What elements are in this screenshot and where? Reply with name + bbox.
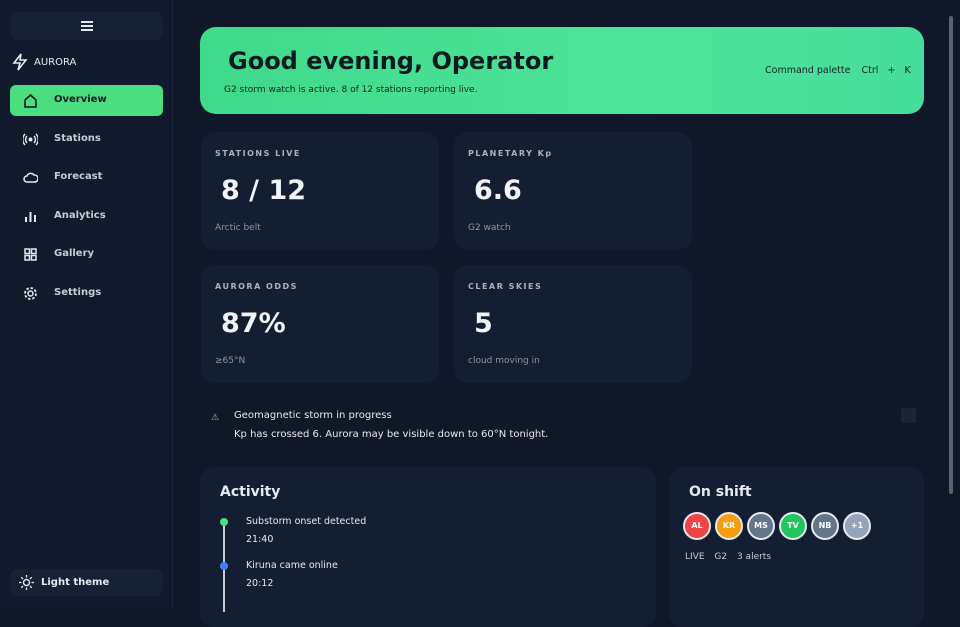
- nav-label: Settings: [54, 287, 102, 298]
- avatar[interactable]: +1: [843, 512, 871, 540]
- alert-message: Kp has crossed 6. Aurora may be visible …: [234, 429, 549, 440]
- header-subtitle: G2 storm watch is active. 8 of 12 statio…: [224, 85, 478, 95]
- avatar[interactable]: MS: [747, 512, 775, 540]
- key-plus: +: [887, 65, 896, 76]
- stat-value: 6.6: [474, 175, 522, 206]
- alert-icon: ⚠: [211, 413, 220, 423]
- stat-note: Arctic belt: [215, 223, 261, 233]
- stat-value: 87%: [221, 308, 286, 339]
- shortcut-label: Command palette: [765, 65, 851, 76]
- nav-item[interactable]: Gallery: [10, 239, 163, 270]
- avatar[interactable]: AL: [683, 512, 711, 540]
- stat-note: cloud moving in: [468, 356, 540, 366]
- activity-card: Activity Substorm onset detected 21:40 K…: [200, 467, 656, 627]
- alert-close[interactable]: [901, 408, 916, 423]
- avatar[interactable]: TV: [779, 512, 807, 540]
- activity-text: Kiruna came online: [246, 560, 338, 571]
- activity-title: Activity: [220, 484, 281, 500]
- status: 3 alerts: [736, 552, 772, 562]
- nav-icon: [24, 93, 37, 108]
- nav-label: Stations: [54, 133, 101, 144]
- nav-item[interactable]: Analytics: [10, 201, 163, 232]
- nav-icon: [25, 212, 36, 222]
- nav-icon: [23, 133, 38, 146]
- on-shift-card: On shift LIVE G2 3 alerts AL KR MS TV NB +1: [669, 467, 924, 627]
- on-shift-title: On shift: [689, 484, 752, 500]
- status: G2: [714, 552, 728, 562]
- scrollbar[interactable]: [946, 10, 956, 600]
- timeline-dot: [220, 518, 228, 526]
- stat-label: PLANETARY Kp: [468, 149, 553, 158]
- nav-label: Analytics: [54, 210, 106, 221]
- nav-icon: [23, 172, 38, 183]
- shortcut[interactable]: Command palette Ctrl + K: [765, 65, 911, 76]
- key: K: [904, 65, 911, 76]
- nav-label: Gallery: [54, 248, 95, 259]
- header-title: Good evening, Operator: [228, 47, 554, 75]
- stat-card: PLANETARY Kp 6.6 G2 watch: [454, 132, 692, 250]
- avatar[interactable]: NB: [811, 512, 839, 540]
- nav-icon: [24, 248, 37, 261]
- body: AURORA Overview Stations Forecast Analyt…: [0, 0, 956, 612]
- sun-icon: [19, 575, 34, 590]
- brand: AURORA: [34, 57, 77, 68]
- stat-label: STATIONS LIVE: [215, 149, 301, 158]
- stat-label: AURORA ODDS: [215, 282, 298, 291]
- scroll-thumb[interactable]: [949, 16, 953, 494]
- stat-card: AURORA ODDS 87% ≥65°N: [201, 265, 439, 383]
- menu-icon: [81, 21, 93, 31]
- stat-card: STATIONS LIVE 8 / 12 Arctic belt: [201, 132, 439, 250]
- status-row: LIVE G2 3 alerts: [685, 552, 771, 562]
- activity-time: 21:40: [246, 534, 274, 545]
- stat-value: 5: [474, 308, 493, 339]
- avatar[interactable]: KR: [715, 512, 743, 540]
- stat-note: ≥65°N: [215, 356, 246, 366]
- nav-label: Forecast: [54, 171, 103, 182]
- nav-icon: [24, 287, 37, 300]
- stat-note: G2 watch: [468, 223, 511, 233]
- sidebar: AURORA Overview Stations Forecast Analyt…: [0, 0, 173, 608]
- stat-value: 8 / 12: [221, 175, 307, 206]
- key: Ctrl: [861, 65, 879, 76]
- nav-item[interactable]: Settings: [10, 278, 163, 309]
- activity-text: Substorm onset detected: [246, 516, 367, 527]
- nav-item[interactable]: Stations: [10, 124, 163, 155]
- header-banner: Good evening, Operator G2 storm watch is…: [200, 27, 924, 114]
- nav-item[interactable]: Forecast: [10, 162, 163, 193]
- alert-title: Geomagnetic storm in progress: [234, 410, 392, 421]
- nav-label: Overview: [54, 94, 107, 105]
- stat-card: CLEAR SKIES 5 cloud moving in: [454, 265, 692, 383]
- activity-time: 20:12: [246, 578, 274, 589]
- stat-label: CLEAR SKIES: [468, 282, 543, 291]
- brand-icon: [12, 53, 28, 71]
- timeline-dot: [220, 562, 228, 570]
- menu-button[interactable]: [10, 12, 163, 40]
- nav-item[interactable]: Overview: [10, 85, 163, 116]
- theme-label: Light theme: [41, 577, 110, 588]
- status: LIVE: [685, 552, 705, 562]
- page: {"sidebar": {"brand": "AURORA", "nav": […: [0, 0, 956, 612]
- theme-toggle[interactable]: Light theme: [10, 569, 163, 596]
